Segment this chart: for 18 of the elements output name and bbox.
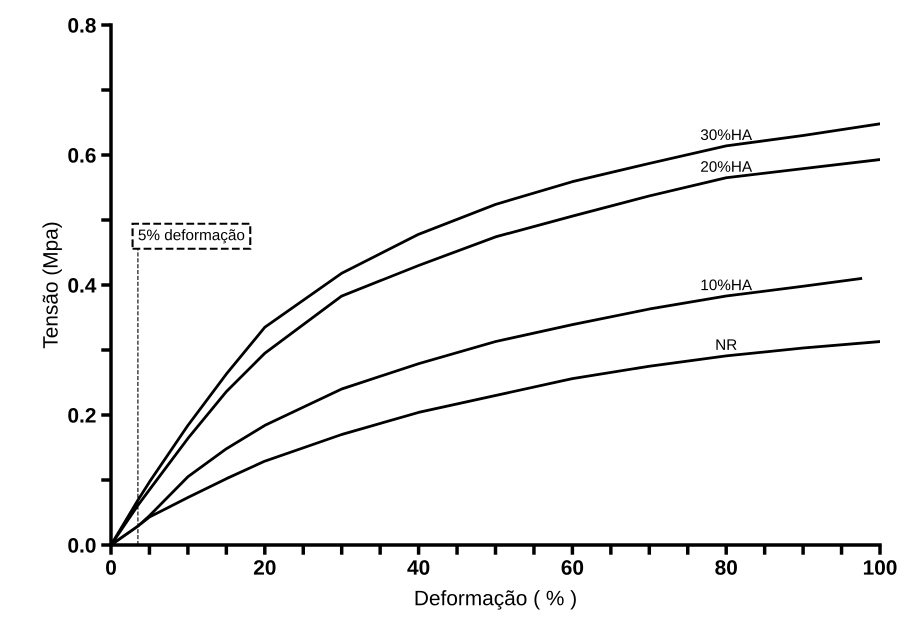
series-label: 20%HA [701,161,752,172]
series-label: NR [716,339,737,350]
x-axis-title: Deformação ( % ) [416,590,576,610]
x-tick-label: 100 [864,560,897,575]
series-label: 10%HA [701,279,752,290]
y-tick-label: 0.8 [68,18,96,33]
y-tick-label: 0.0 [68,538,96,553]
x-tick-label: 0 [106,560,116,575]
y-tick-label: 0.4 [68,278,96,293]
x-tick-label: 60 [562,560,584,575]
y-tick-label: 0.6 [68,148,96,163]
ref-line-label: 5% deformação [138,229,244,244]
series-label: 30%HA [700,129,752,140]
x-tick-label: 20 [254,560,276,575]
x-tick-label: 40 [407,560,430,575]
y-axis-title: Tensão (Mpa) [42,222,62,348]
y-tick-label: 0.2 [68,408,96,423]
x-tick-label: 80 [715,560,737,575]
